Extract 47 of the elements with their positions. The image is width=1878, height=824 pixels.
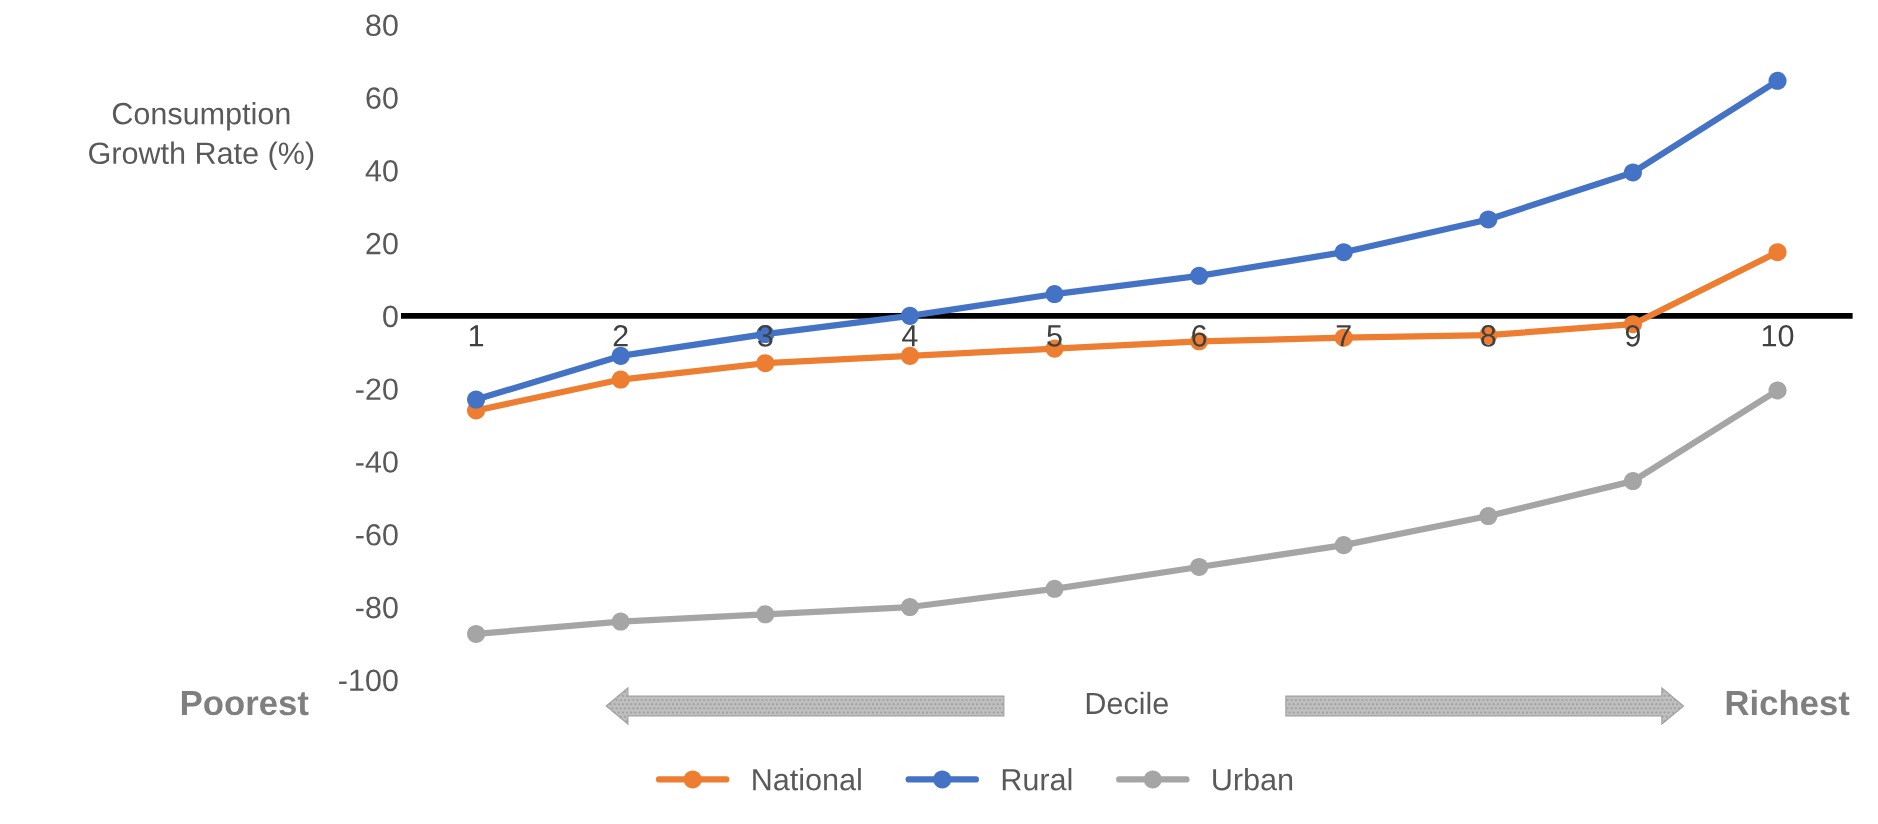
y-tick-label: 40 [365, 160, 398, 182]
x-axis-title: Decile [1086, 691, 1168, 715]
y-tick-label: -80 [356, 596, 398, 619]
point [1623, 472, 1642, 491]
point [900, 597, 919, 617]
point [1045, 285, 1064, 304]
point [1190, 266, 1209, 285]
legend-label: National [753, 768, 861, 791]
point [756, 354, 775, 373]
legend-label: Urban [1213, 768, 1293, 791]
point [1768, 243, 1787, 262]
point [900, 306, 919, 325]
x-tick-label: 7 [1336, 325, 1351, 347]
y-tick-label: 0 [383, 305, 398, 328]
point [1479, 507, 1498, 526]
y-tick-label: -20 [356, 378, 398, 401]
y-tick-label: -60 [356, 523, 398, 546]
y-tick-label: -100 [339, 669, 398, 692]
point [1768, 381, 1787, 400]
y-tick-label: 20 [366, 232, 398, 255]
point [611, 346, 630, 365]
point [611, 370, 630, 389]
point [467, 624, 486, 643]
y-tick-label: -40 [356, 451, 398, 473]
point [756, 605, 775, 624]
legend-label: Rural [1002, 768, 1072, 791]
x-tick-label: 8 [1481, 325, 1496, 347]
text: Poorest [181, 691, 309, 716]
point [1045, 579, 1064, 598]
point [900, 346, 919, 365]
point [1479, 210, 1498, 229]
point [1768, 71, 1787, 90]
x-tick-label: 2 [613, 325, 628, 347]
y-tick-label: 60 [366, 87, 398, 109]
point [611, 612, 630, 631]
point [1334, 536, 1353, 555]
point [1190, 557, 1209, 577]
x-tick-label: 10 [1762, 325, 1794, 347]
x-tick-label: 1 [469, 325, 484, 347]
x-tick-label: 4 [902, 325, 918, 347]
y-tick-label: 80 [366, 14, 398, 37]
point [1623, 163, 1642, 182]
x-tick-label: 3 [757, 325, 773, 347]
point [467, 390, 486, 409]
y-axis-title: Consumption Growth Rate (%) [89, 102, 314, 171]
point [1334, 243, 1353, 262]
text: Richest [1726, 689, 1850, 716]
